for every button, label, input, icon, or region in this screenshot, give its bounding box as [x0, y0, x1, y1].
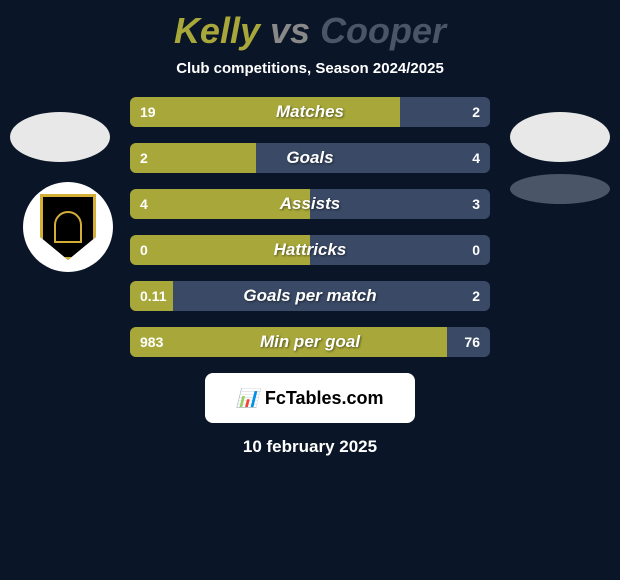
stats-list: 192Matches 24Goals 43Assists 00Hattricks 0.1…: [130, 97, 490, 357]
stat-row: 192Matches: [130, 97, 490, 127]
stat-label: Goals per match: [130, 281, 490, 311]
footer-date: 10 february 2025: [0, 437, 620, 457]
content-area: 192Matches 24Goals 43Assists 00Hattricks 0.1…: [0, 97, 620, 457]
shield-emblem-icon: [54, 211, 82, 243]
stat-label: Goals: [130, 143, 490, 173]
stat-row: 43Assists: [130, 189, 490, 219]
stat-row: 24Goals: [130, 143, 490, 173]
chart-icon: 📊: [236, 388, 258, 409]
team-badge-left-placeholder: [10, 112, 110, 162]
player-right-name: Cooper: [320, 10, 446, 51]
stat-label: Min per goal: [130, 327, 490, 357]
brand-text: FcTables.com: [265, 388, 384, 409]
page-title: Kelly vs Cooper: [0, 0, 620, 52]
stat-row: 0.112Goals per match: [130, 281, 490, 311]
team-shield-left: [23, 182, 113, 272]
stat-row: 00Hattricks: [130, 235, 490, 265]
stat-label: Hattricks: [130, 235, 490, 265]
team-badge-right-secondary: [510, 174, 610, 204]
stat-row: 98376Min per goal: [130, 327, 490, 357]
stat-label: Matches: [130, 97, 490, 127]
team-badge-right-placeholder: [510, 112, 610, 162]
stat-label: Assists: [130, 189, 490, 219]
comparison-card: Kelly vs Cooper Club competitions, Seaso…: [0, 0, 620, 580]
player-left-name: Kelly: [174, 10, 260, 51]
vs-separator: vs: [270, 10, 310, 51]
subtitle: Club competitions, Season 2024/2025: [0, 60, 620, 77]
brand-badge: 📊 FcTables.com: [205, 373, 415, 423]
shield-icon: [40, 194, 96, 260]
